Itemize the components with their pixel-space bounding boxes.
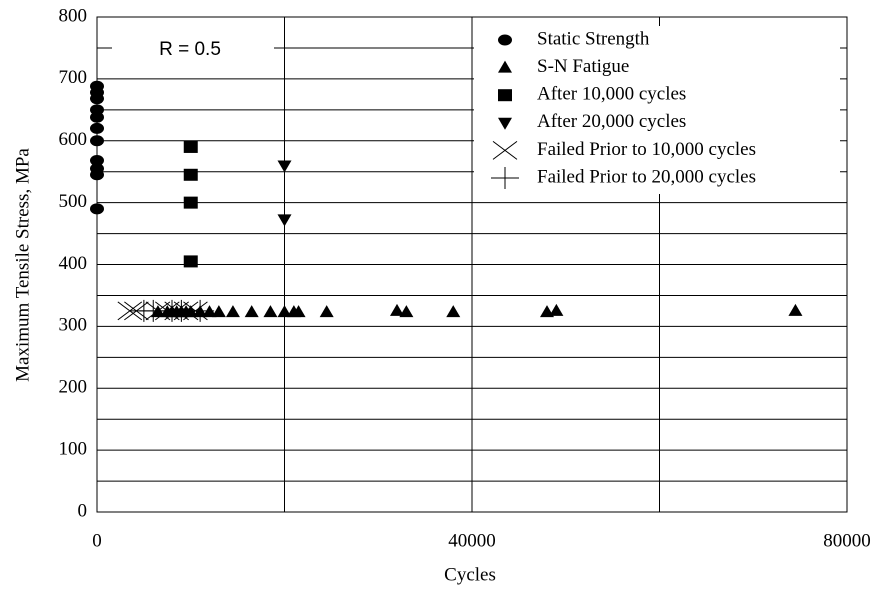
- marker: [277, 214, 292, 227]
- marker: [183, 168, 198, 181]
- legend-marker: [498, 117, 512, 130]
- marker: [183, 255, 198, 268]
- marker: [225, 305, 240, 318]
- annotation-background: [112, 30, 274, 70]
- marker: [183, 140, 198, 153]
- annotation: R = 0.5: [159, 39, 221, 60]
- legend-marker: [498, 89, 512, 102]
- y-axis-label: Maximum Tensile Stress, MPa: [12, 148, 33, 382]
- marker: [319, 305, 334, 318]
- marker: [549, 303, 564, 316]
- legend-background: [474, 26, 840, 194]
- legend-marker: [491, 167, 519, 189]
- marker: [211, 305, 226, 318]
- marker: [90, 203, 104, 215]
- marker: [117, 301, 143, 321]
- legend-marker: [492, 141, 518, 160]
- marker: [277, 160, 292, 173]
- legend-label: Static Strength: [537, 28, 650, 49]
- y-tick-label: 600: [59, 129, 88, 150]
- x-tick-label: 40000: [448, 530, 496, 551]
- x-tick-label: 80000: [823, 530, 871, 551]
- marker: [263, 305, 278, 318]
- legend-marker: [498, 34, 512, 46]
- x-tick-label: 0: [92, 530, 102, 551]
- y-tick-label: 300: [59, 315, 88, 336]
- legend-label: Failed Prior to 20,000 cycles: [537, 166, 756, 187]
- marker: [90, 155, 104, 167]
- marker: [186, 299, 215, 322]
- x-axis-label: Cycles: [444, 564, 496, 585]
- y-tick-label: 400: [59, 253, 88, 274]
- marker: [446, 305, 461, 318]
- legend-label: Failed Prior to 10,000 cycles: [537, 139, 756, 160]
- legend-label: After 10,000 cycles: [537, 84, 686, 105]
- marker: [788, 303, 803, 316]
- y-tick-label: 0: [78, 500, 88, 521]
- legend-label: After 20,000 cycles: [537, 111, 686, 132]
- marker: [399, 305, 414, 318]
- y-tick-label: 200: [59, 377, 88, 398]
- y-tick-label: 100: [59, 438, 88, 459]
- marker: [90, 122, 104, 134]
- annotation-box: R = 0.5: [112, 30, 274, 70]
- marker: [90, 93, 104, 105]
- y-tick-label: 500: [59, 191, 88, 212]
- legend-marker: [498, 60, 512, 73]
- marker: [90, 169, 104, 181]
- legend: Static Strength S-N Fatigue After 10,000 c…: [474, 26, 840, 194]
- y-tick-label: 800: [59, 5, 88, 26]
- marker: [390, 303, 404, 316]
- marker: [90, 135, 104, 147]
- marker: [291, 305, 306, 318]
- marker: [90, 111, 104, 123]
- plot-frame: [96, 16, 848, 513]
- marker: [183, 196, 198, 209]
- marker: [244, 305, 259, 318]
- y-tick-label: 700: [59, 67, 88, 88]
- legend-label: S-N Fatigue: [537, 56, 629, 77]
- marker: [277, 305, 292, 318]
